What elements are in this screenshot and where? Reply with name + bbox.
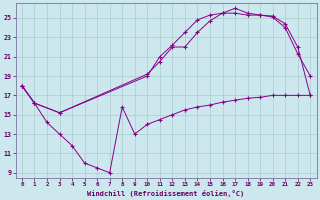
X-axis label: Windchill (Refroidissement éolien,°C): Windchill (Refroidissement éolien,°C) [87, 190, 245, 197]
